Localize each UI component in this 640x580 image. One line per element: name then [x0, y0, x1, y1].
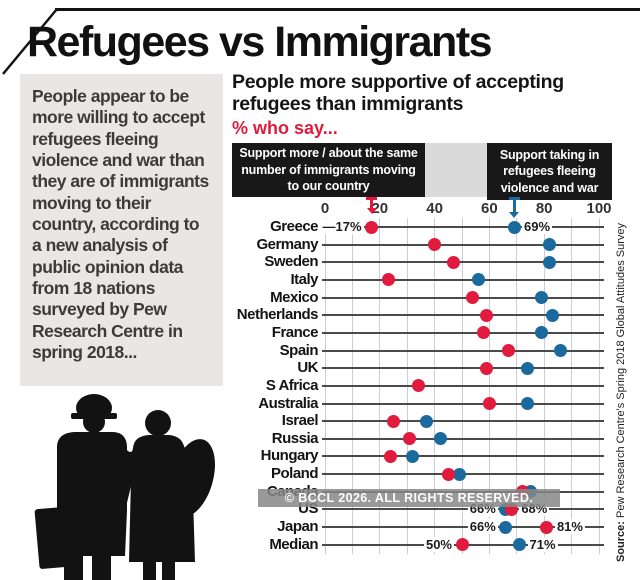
- row-line-Germany: [322, 243, 604, 246]
- immigrants-dot-uk: [480, 361, 494, 375]
- immigrants-dot-japan: [540, 520, 554, 534]
- legend-refugees-box: Support taking in refugees fleeing viole…: [487, 143, 612, 200]
- row-line-Netherlands: [322, 314, 604, 317]
- value-label-japan-refugees: 66%: [467, 519, 498, 535]
- row-line-Australia: [322, 402, 604, 405]
- row-line-Russia: [322, 437, 604, 440]
- immigrants-callout-arrowhead: [366, 208, 377, 214]
- refugees-dot-netherlands: [545, 308, 559, 322]
- row-label-russia: Russia: [271, 429, 319, 447]
- refugees-dot-russia: [433, 432, 447, 446]
- immigrants-callout-line: [370, 197, 374, 208]
- intro-text: People appear to be more willing to acce…: [32, 86, 209, 363]
- row-line-Greece: [322, 226, 604, 228]
- refugees-dot-mexico: [534, 291, 548, 305]
- refugees-dot-sweden: [543, 255, 557, 269]
- row-label-france: France: [271, 323, 319, 341]
- refugees-dot-hungary: [406, 449, 420, 463]
- immigrants-dot-hungary: [384, 449, 398, 463]
- row-line-Hungary: [322, 455, 604, 458]
- row-label-median: Median: [269, 535, 318, 553]
- row-label-netherlands: Netherlands: [236, 306, 319, 324]
- immigrants-dot-italy: [381, 273, 395, 287]
- row-line-Italy: [322, 278, 604, 281]
- axis-tick-60: 60: [481, 200, 498, 217]
- immigrants-dot-spain: [502, 344, 516, 358]
- refugees-dot-uk: [521, 361, 535, 375]
- value-label-greece-refugees: 69%: [522, 219, 553, 234]
- value-label-japan-immigrants: 81%: [554, 519, 585, 535]
- row-line-Spain: [322, 349, 604, 352]
- row-label-greece: Greece: [270, 218, 318, 235]
- refugees-dot-median: [513, 538, 527, 552]
- value-label-median-immigrants: 50%: [423, 536, 454, 552]
- row-label-italy: Italy: [290, 270, 318, 288]
- immigrants-dot-netherlands: [480, 308, 494, 322]
- refugees-dot-spain: [554, 344, 568, 358]
- watermark-banner: © BCCL 2026. ALL RIGHTS RESERVED.: [258, 489, 560, 507]
- row-line-France: [322, 331, 604, 334]
- row-label-uk: UK: [297, 359, 318, 377]
- refugees-callout-arrowhead: [509, 212, 520, 218]
- refugees-dot-australia: [521, 397, 535, 410]
- row-label-mexico: Mexico: [270, 288, 318, 306]
- top-border-rule: [55, 8, 640, 11]
- intro-panel: People appear to be more willing to acce…: [20, 74, 223, 386]
- refugees-dot-italy: [471, 273, 485, 287]
- source-credit: Source: Pew Research Centre's Spring 201…: [615, 132, 627, 562]
- chart-kicker: % who say...: [232, 118, 338, 138]
- row-label-hungary: Hungary: [260, 447, 319, 465]
- value-label-greece-immigrants: —17%: [320, 219, 364, 234]
- row-label-poland: Poland: [270, 465, 319, 483]
- refugees-dot-israel: [419, 414, 433, 428]
- refugees-dot-greece: [507, 220, 521, 234]
- axis-tick-40: 40: [426, 200, 443, 217]
- immigrants-dot-poland: [441, 467, 455, 481]
- immigrants-dot-greece: [365, 220, 379, 234]
- row-label-germany: Germany: [256, 235, 318, 253]
- row-line-UK: [322, 367, 604, 370]
- row-label-sweden: Sweden: [264, 253, 318, 271]
- refugees-dot-germany: [543, 238, 557, 252]
- row-line-US: [322, 508, 604, 511]
- row-label-australia: Australia: [258, 394, 318, 412]
- row-line-S Africa: [322, 384, 604, 387]
- immigrants-dot-france: [477, 326, 491, 340]
- immigrants-dot-mexico: [466, 291, 480, 305]
- axis-tick-100: 100: [586, 200, 612, 217]
- axis-tick-20: 20: [371, 200, 389, 217]
- immigrants-dot-germany: [428, 238, 442, 252]
- immigrants-dot-australia: [482, 397, 496, 410]
- source-text: Pew Research Centre's Spring 2018 Global…: [615, 222, 627, 522]
- page-title: Refugees vs Immigrants: [27, 18, 493, 66]
- row-line-Israel: [322, 420, 604, 423]
- immigrants-dot-s-africa: [411, 379, 425, 393]
- source-label: Source:: [615, 521, 627, 562]
- chart-title: People more supportive of accepting refu…: [232, 71, 564, 115]
- row-line-Japan: [322, 526, 604, 529]
- refugees-callout-line: [512, 197, 516, 212]
- immigrants-dot-russia: [403, 432, 417, 446]
- row-line-Mexico: [322, 296, 604, 299]
- folded-corner-decoration: [2, 8, 58, 75]
- row-label-spain: Spain: [279, 341, 319, 359]
- refugees-dot-japan: [499, 520, 513, 534]
- row-label-japan: Japan: [277, 518, 318, 536]
- row-label-israel: Israel: [281, 412, 319, 430]
- legend-immigrants-box: Support more / about the same number of …: [232, 143, 425, 197]
- row-line-Sweden: [322, 261, 604, 264]
- value-label-median-refugees: 71%: [527, 536, 558, 552]
- axis-tick-0: 0: [320, 200, 330, 217]
- axis-tick-80: 80: [535, 200, 553, 217]
- refugees-dot-poland: [452, 467, 466, 481]
- immigrants-dot-israel: [387, 414, 400, 428]
- refugee-couple-silhouette-illustration: [34, 394, 216, 580]
- row-label-s-africa: S Africa: [265, 376, 319, 394]
- immigrants-dot-sweden: [447, 255, 461, 269]
- refugees-dot-france: [534, 326, 548, 340]
- immigrants-dot-median: [455, 538, 469, 552]
